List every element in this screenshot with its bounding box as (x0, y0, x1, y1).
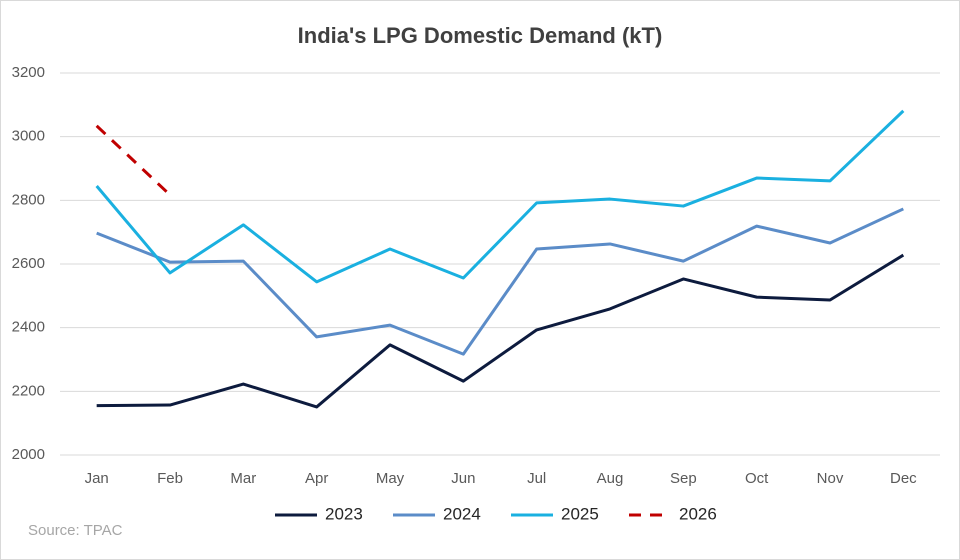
x-tick-label: Nov (817, 470, 844, 487)
y-tick-label: 3200 (12, 64, 45, 81)
chart-title: India's LPG Domestic Demand (kT) (298, 23, 663, 48)
x-tick-label: May (376, 470, 405, 487)
x-tick-label: Jun (451, 470, 475, 487)
legend-label: 2024 (443, 504, 481, 523)
series-line (96, 207, 904, 356)
series-line (96, 253, 905, 409)
legend-label: 2025 (561, 504, 599, 523)
y-tick-label: 2000 (12, 446, 45, 463)
y-tick-label: 2600 (12, 255, 45, 272)
x-tick-label: Jan (85, 470, 109, 487)
y-tick-label: 2200 (12, 382, 45, 399)
legend-label: 2023 (325, 504, 363, 523)
legend-label: 2026 (679, 504, 717, 523)
x-tick-label: Dec (890, 470, 917, 487)
source-note: Source: TPAC (28, 522, 123, 539)
x-tick-label: Jul (527, 470, 546, 487)
series-line (95, 124, 172, 197)
x-tick-label: Sep (670, 470, 697, 487)
x-tick-label: Mar (230, 470, 256, 487)
y-tick-label: 2400 (12, 319, 45, 336)
y-tick-label: 3000 (12, 128, 45, 145)
x-tick-label: Oct (745, 470, 769, 487)
y-tick-label: 2800 (12, 191, 45, 208)
x-tick-label: Feb (157, 470, 183, 487)
x-tick-label: Aug (597, 470, 624, 487)
x-tick-label: Apr (305, 470, 328, 487)
series-line (95, 109, 905, 284)
